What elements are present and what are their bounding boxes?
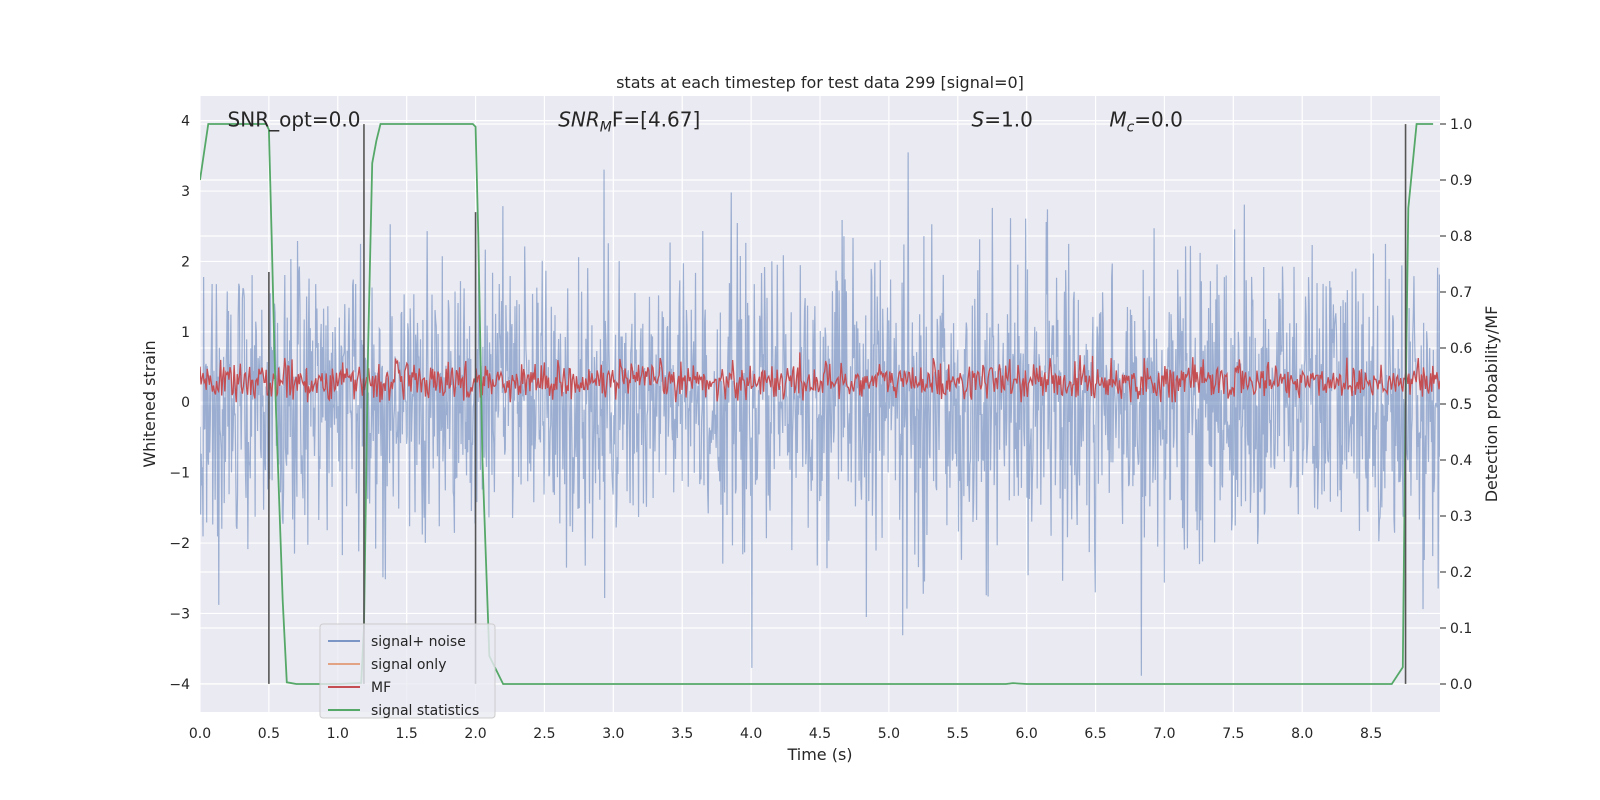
annotations: SNR_opt=0.0 SNRMF=[4.67] S=1.0 Mc=0.0 bbox=[228, 108, 1183, 136]
x-tick-label: 7.0 bbox=[1153, 726, 1175, 742]
y2-tick-label: 0.7 bbox=[1450, 285, 1472, 301]
legend: signal+ noise signal only MF signal statist… bbox=[319, 623, 496, 719]
vertical-markers bbox=[268, 124, 1407, 684]
annotation-suffix: =1.0 bbox=[984, 108, 1033, 132]
y-tick-label: 0 bbox=[181, 395, 190, 411]
annotation-subscript: c bbox=[1127, 120, 1135, 136]
annotation: S=1.0 bbox=[972, 108, 1033, 132]
y-tick-label: −3 bbox=[169, 606, 190, 622]
y2-tick-label: 0.4 bbox=[1450, 453, 1472, 469]
legend-label: signal only bbox=[371, 657, 446, 673]
x-tick-label: 0.5 bbox=[258, 726, 280, 742]
x-tick-label: 8.0 bbox=[1291, 726, 1313, 742]
x-tick-label: 5.0 bbox=[878, 726, 900, 742]
y-tick-label: 4 bbox=[181, 114, 190, 130]
y-tick-label: −4 bbox=[169, 677, 190, 693]
x-tick-label: 4.0 bbox=[740, 726, 762, 742]
x-tick-label: 2.5 bbox=[533, 726, 555, 742]
y2-tick-label: 0.6 bbox=[1450, 341, 1472, 357]
annotation-suffix: =0.0 bbox=[1134, 108, 1183, 132]
series-mf bbox=[200, 352, 1440, 403]
legend-label: signal+ noise bbox=[371, 634, 466, 650]
x-tick-label: 2.0 bbox=[464, 726, 486, 742]
x-axis-label: Time (s) bbox=[786, 745, 852, 764]
legend-box bbox=[319, 623, 496, 719]
x-tick-label: 3.0 bbox=[602, 726, 624, 742]
x-tick-label: 7.5 bbox=[1222, 726, 1244, 742]
y2-tick-label: 0.8 bbox=[1450, 229, 1472, 245]
legend-label: MF bbox=[371, 680, 391, 696]
y2-tick-label: 0.3 bbox=[1450, 509, 1472, 525]
annotation-subscript: M bbox=[600, 120, 612, 136]
annotation-main: M bbox=[1109, 108, 1126, 132]
y2-tick-label: 0.9 bbox=[1450, 173, 1472, 189]
x-tick-label: 1.0 bbox=[327, 726, 349, 742]
x-tick-label: 4.5 bbox=[809, 726, 831, 742]
y-tick-label: −2 bbox=[169, 536, 190, 552]
y2-tick-label: 0.0 bbox=[1450, 677, 1472, 693]
y-tick-label: 2 bbox=[181, 254, 190, 270]
series-layer bbox=[200, 123, 1440, 685]
x-tick-label: 1.5 bbox=[396, 726, 418, 742]
y-axis-label: Whitened strain bbox=[140, 340, 159, 467]
annotation: SNRMF=[4.67] bbox=[558, 108, 700, 136]
y-axis-ticks-right: 0.0 0.1 0.2 0.3 0.4 0.5 0.6 0.7 0.8 0.9 1.0 bbox=[1440, 117, 1472, 693]
x-axis-ticks: 0.0 0.5 1.0 1.5 2.0 2.5 3.0 3.5 4.0 4.5 5.0 5.5 6.0 6… bbox=[189, 726, 1382, 742]
y-tick-label: −1 bbox=[169, 466, 190, 482]
y-axis-label-right: Detection probability/MF bbox=[1482, 306, 1501, 503]
y-tick-label: 1 bbox=[181, 325, 190, 341]
annotation: SNR_opt=0.0 bbox=[228, 108, 361, 132]
x-tick-label: 5.5 bbox=[947, 726, 969, 742]
y2-tick-label: 1.0 bbox=[1450, 117, 1472, 133]
x-tick-label: 0.0 bbox=[189, 726, 211, 742]
annotation-main: SNR bbox=[558, 108, 600, 132]
y-axis-ticks-left: −4 −3 −2 −1 0 1 2 3 4 bbox=[169, 114, 190, 693]
annotation-main: SNR_opt=0.0 bbox=[228, 108, 361, 132]
y2-tick-label: 0.2 bbox=[1450, 565, 1472, 581]
y-tick-label: 3 bbox=[181, 184, 190, 200]
chart-title: stats at each timestep for test data 299… bbox=[616, 73, 1024, 92]
x-tick-label: 3.5 bbox=[671, 726, 693, 742]
x-tick-label: 8.5 bbox=[1360, 726, 1382, 742]
annotation: Mc=0.0 bbox=[1109, 108, 1183, 136]
x-tick-label: 6.5 bbox=[1084, 726, 1106, 742]
annotation-main: S bbox=[972, 108, 985, 132]
series-signal-statistics bbox=[200, 123, 1434, 685]
x-tick-label: 6.0 bbox=[1016, 726, 1038, 742]
y2-tick-label: 0.1 bbox=[1450, 621, 1472, 637]
y2-tick-label: 0.5 bbox=[1450, 397, 1472, 413]
annotation-suffix: F=[4.67] bbox=[612, 108, 700, 132]
legend-label: signal statistics bbox=[371, 703, 479, 719]
series-signal-noise bbox=[200, 152, 1440, 676]
